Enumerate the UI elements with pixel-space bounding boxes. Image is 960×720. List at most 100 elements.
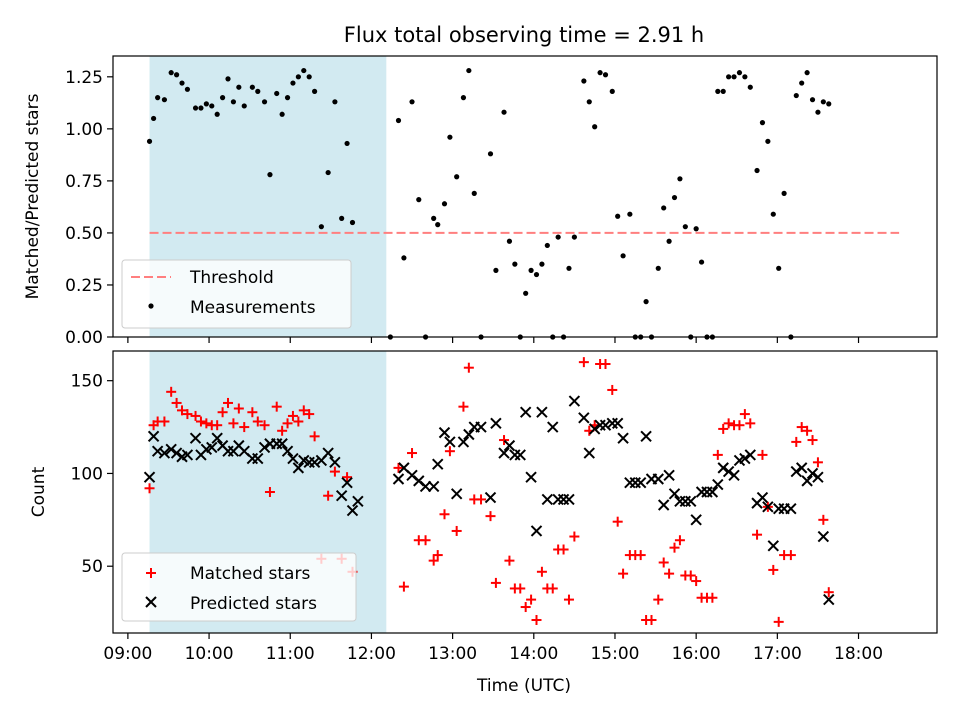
matched-star-marker [271,401,282,412]
matched-star-marker [757,449,768,460]
marker-stroke [419,480,432,493]
measurement-point [179,80,185,86]
predicted-star-marker [588,423,601,435]
measurement-point [682,224,688,230]
predicted-star-marker [634,477,647,489]
marker-stroke [634,477,647,489]
matched-star-marker [329,466,340,477]
measurement-point [284,95,291,101]
matched-star-marker [264,487,275,497]
predicted-star-marker [503,439,516,452]
bottom-legend-box [121,552,357,622]
marker-stroke [785,502,797,515]
predicted-star-marker [322,447,334,459]
predicted-star-marker [795,462,808,474]
measurement-point [471,190,477,196]
matched-star-marker [490,577,501,588]
x-tick-label: 13:00 [428,644,477,664]
predicted-star-marker [335,490,348,502]
marker-stroke [432,458,444,470]
measurement-point [441,201,448,207]
measurement-point [155,95,161,101]
marker-stroke [252,452,264,465]
marker-stroke [438,426,451,439]
marker-stroke [281,445,294,457]
measurement-point [344,140,350,147]
predicted-star-marker [685,495,697,507]
measurement-point [581,78,587,84]
measurement-point [747,84,753,90]
measurement-point [765,138,771,144]
matched-star-marker [277,425,288,436]
measurement-point [325,169,331,176]
matched-star-marker [563,594,574,605]
measurement-point [643,299,649,305]
predicted-star-marker [599,419,612,431]
measurement-point [770,211,776,217]
measurement-point [693,226,699,232]
predicted-star-marker [657,499,670,511]
marker-stroke [668,488,681,500]
matched-star-marker [259,420,270,431]
matched-star-marker [768,564,779,575]
measurement-point [655,265,661,271]
marker-stroke [181,449,194,461]
marker-stroke [158,447,171,459]
measurement-point [493,267,499,273]
matched-star-marker [669,542,680,553]
measurement-point [447,134,453,140]
measurement-point [506,238,513,244]
matched-star-marker [658,557,669,568]
marker-stroke [151,445,164,457]
marker-stroke [706,486,719,498]
matched-star-marker [823,587,834,598]
matched-star-marker [646,615,657,626]
marker-stroke [514,449,526,461]
predicted-star-marker [744,449,756,461]
matched-star-marker [618,568,629,579]
matched-star-marker [802,425,813,436]
measurement-point [809,97,816,103]
marker-stroke [795,462,808,474]
matched-star-marker [578,357,589,368]
predicted-star-marker [695,486,708,498]
marker-stroke [238,445,250,457]
y-tick-label: 100 [71,464,103,484]
predicted-star-marker [276,438,288,450]
measurement-point [487,151,494,157]
matched-star-marker [304,409,315,420]
matched-star-marker [691,576,702,587]
marker-stroke [657,499,670,511]
predicted-star-marker [530,525,543,537]
marker-stroke [406,469,418,482]
measurement-point [671,194,678,201]
marker-stroke [728,469,740,482]
predicted-star-marker [547,421,559,433]
matched-star-marker [439,509,450,520]
measurement-point [466,67,472,74]
predicted-star-marker [206,441,218,454]
matched-star-marker [293,416,304,427]
matched-star-marker [323,490,334,501]
matched-star-marker [504,555,515,566]
predicted-star-marker [457,436,470,448]
matched-star-marker [177,405,188,416]
measurement-point [602,72,609,78]
predicted-star-marker [484,491,497,504]
marker-stroke [484,491,497,504]
predicted-star-marker [701,486,713,498]
matched-star-marker [818,514,829,525]
y-tick-label: 0.00 [65,328,103,348]
marker-stroke [762,501,774,513]
measurement-point [566,265,572,271]
predicted-star-marker [519,406,532,418]
measurement-point [544,242,550,249]
predicted-star-marker [817,530,830,543]
measurement-point [209,103,215,109]
y-tick-label: 1.25 [65,68,103,88]
top-axes-frame [112,55,938,338]
predicted-star-marker [170,447,183,459]
predicted-star-marker [557,493,570,506]
predicted-star-marker [211,432,223,444]
predicted-star-marker [690,514,702,526]
